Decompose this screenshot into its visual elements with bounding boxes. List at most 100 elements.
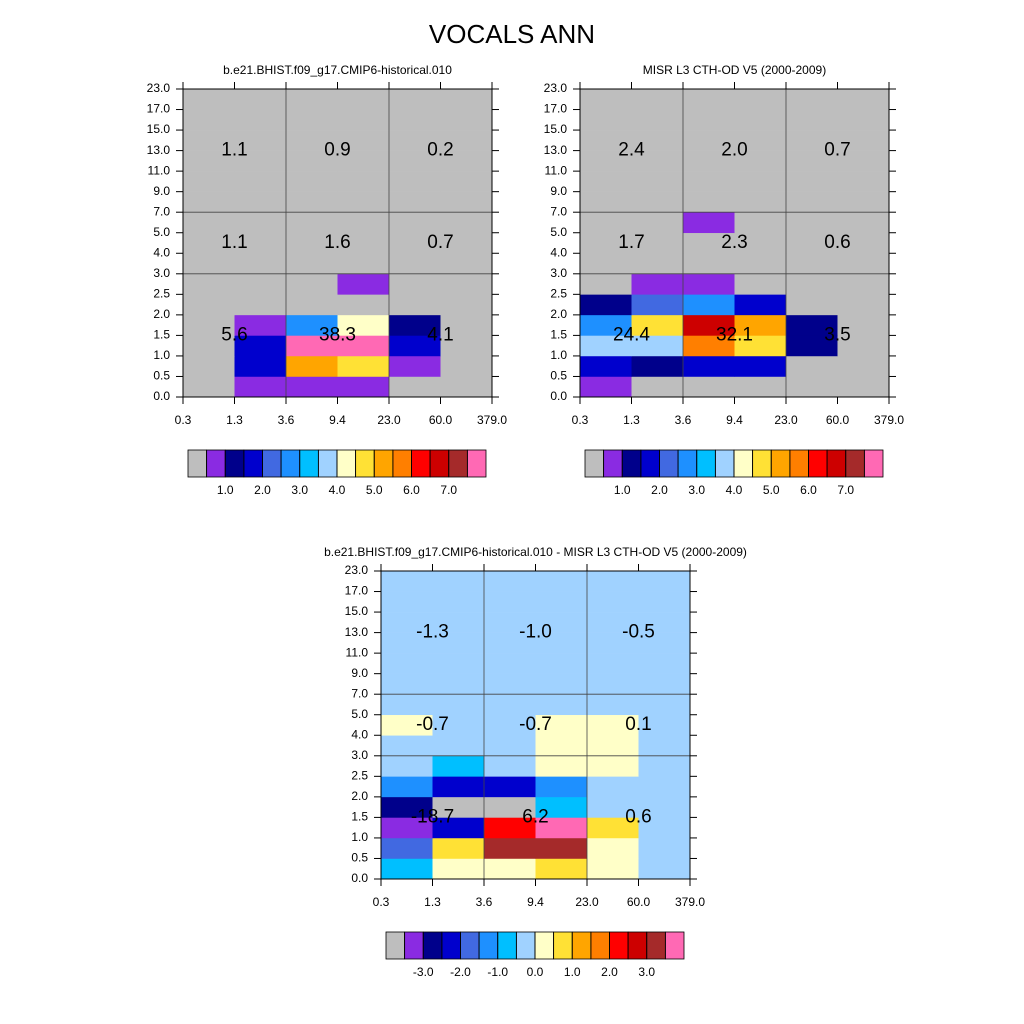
y-tick-label: 5.0 <box>550 225 567 239</box>
cell <box>631 232 684 254</box>
cell <box>734 355 787 377</box>
cell <box>484 653 536 674</box>
y-tick-label: 15.0 <box>345 604 369 618</box>
cell <box>786 273 838 295</box>
group-value: 2.0 <box>721 140 747 161</box>
y-tick-label: 7.0 <box>351 686 368 700</box>
y-tick-label: 11.0 <box>148 163 171 177</box>
group-value: -0.7 <box>519 714 552 735</box>
cell <box>734 191 787 213</box>
cell <box>432 755 485 777</box>
cell <box>234 191 287 213</box>
cell <box>837 314 890 336</box>
cell <box>432 776 485 798</box>
cell <box>183 191 235 213</box>
cell <box>381 817 433 839</box>
cell <box>389 232 441 254</box>
cell <box>631 273 684 295</box>
cell <box>638 755 691 777</box>
cell <box>535 858 588 880</box>
colorbar-label: 3.0 <box>291 483 308 497</box>
colorbar-box <box>826 449 847 478</box>
cell <box>381 796 433 818</box>
colorbar-box <box>466 449 487 478</box>
cell <box>734 171 787 192</box>
cell <box>337 232 390 254</box>
group-value: 0.6 <box>824 232 850 253</box>
cell <box>786 314 838 336</box>
cell <box>587 591 639 613</box>
cell <box>484 673 536 695</box>
cell <box>837 355 890 377</box>
cell <box>440 191 493 213</box>
cell <box>580 273 632 295</box>
cell <box>440 253 493 275</box>
colorbar-box <box>317 449 338 478</box>
group-value: 38.3 <box>319 324 356 345</box>
cell <box>638 837 691 859</box>
cell <box>432 591 485 613</box>
colorbar-box <box>497 931 517 960</box>
x-tick-label: 379.0 <box>675 895 705 909</box>
cell <box>432 837 485 859</box>
y-tick-label: 0.5 <box>153 369 170 383</box>
cell <box>580 355 632 377</box>
colorbar-box <box>571 931 592 960</box>
colorbar-label: 1.0 <box>564 965 581 979</box>
cell <box>580 314 632 336</box>
y-tick-label: 1.0 <box>550 348 567 362</box>
colorbar-label: 7.0 <box>837 483 854 497</box>
cell <box>535 571 588 592</box>
cell <box>234 212 287 234</box>
cell <box>286 273 338 295</box>
cell <box>638 714 691 736</box>
colorbar-box <box>808 449 828 478</box>
cell <box>638 858 691 880</box>
cell <box>183 212 235 234</box>
x-tick-label: 3.6 <box>476 895 493 909</box>
cell <box>484 776 536 798</box>
cell <box>286 376 338 398</box>
cell <box>638 694 691 716</box>
cell <box>734 335 787 357</box>
y-tick-label: 23.0 <box>147 81 171 95</box>
panel-title: b.e21.BHIST.f09_g17.CMIP6-historical.010… <box>324 545 747 559</box>
cell <box>580 191 632 213</box>
cell <box>734 314 787 336</box>
cell <box>389 191 441 213</box>
cell <box>337 89 390 110</box>
cell <box>286 294 338 316</box>
y-tick-label: 17.0 <box>544 102 568 116</box>
cell <box>580 109 632 131</box>
y-tick-label: 3.0 <box>351 748 368 762</box>
colorbar-box <box>515 931 536 960</box>
group-value: 0.7 <box>824 140 850 161</box>
cell <box>535 755 588 777</box>
x-tick-label: 1.3 <box>623 413 640 427</box>
cell <box>440 150 493 172</box>
cell <box>683 191 735 213</box>
cell <box>837 130 890 151</box>
y-tick-label: 2.5 <box>351 769 368 783</box>
colorbar-label: 6.0 <box>403 483 420 497</box>
group-value: -18.7 <box>411 806 454 827</box>
cell <box>631 191 684 213</box>
cell <box>183 171 235 192</box>
cell <box>381 591 433 613</box>
y-tick-label: 7.0 <box>153 204 170 218</box>
cell <box>535 796 588 818</box>
cell <box>638 591 691 613</box>
y-tick-label: 2.5 <box>153 287 170 301</box>
cell <box>683 335 735 357</box>
cell <box>837 191 890 213</box>
cell <box>432 714 485 736</box>
cell <box>683 376 735 398</box>
y-tick-label: 5.0 <box>351 707 368 721</box>
x-tick-label: 9.4 <box>726 413 743 427</box>
cell <box>440 130 493 151</box>
figure-title: VOCALS ANN <box>429 19 595 49</box>
group-value: 5.6 <box>221 324 247 345</box>
cell <box>286 171 338 192</box>
cell <box>631 109 684 131</box>
cell <box>535 653 588 674</box>
